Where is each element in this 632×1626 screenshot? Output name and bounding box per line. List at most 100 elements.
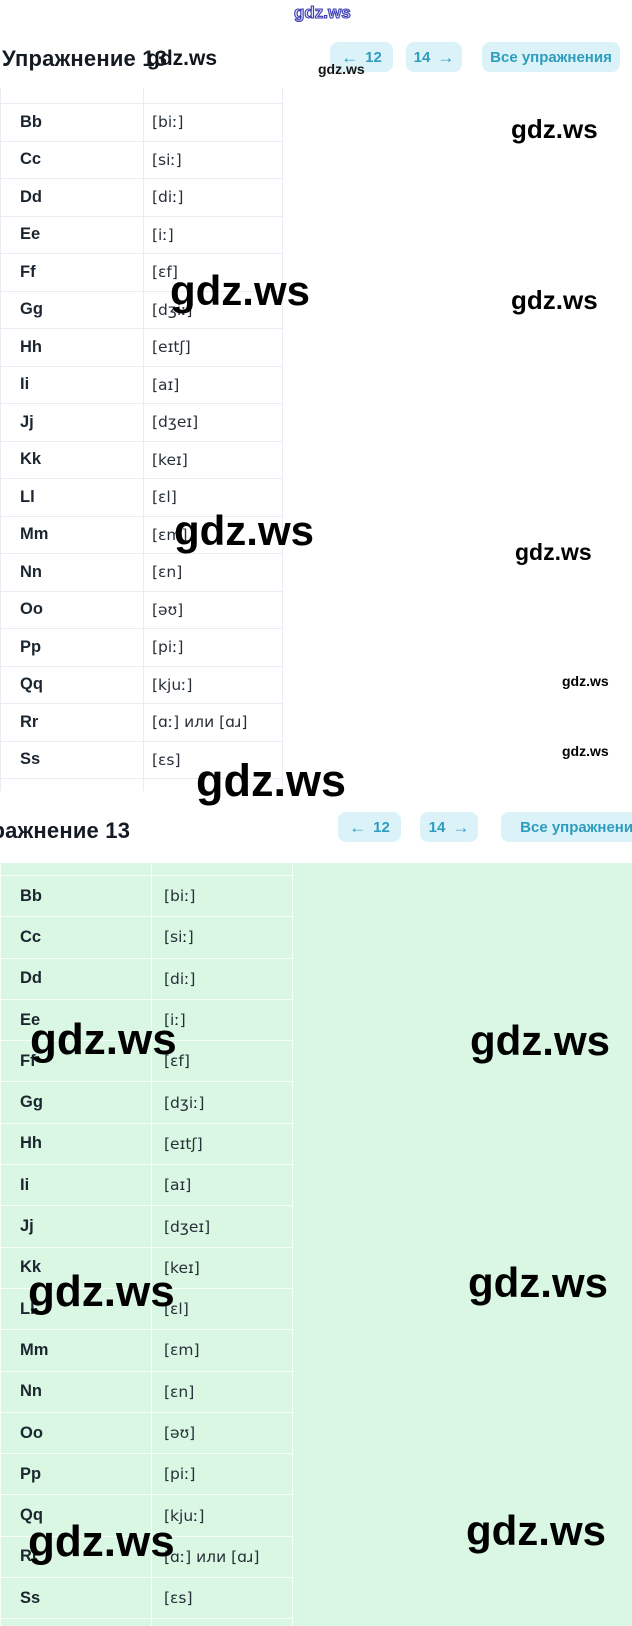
prev-exercise-button[interactable]: ← 12 (338, 812, 401, 842)
transcription-cell: [iː] (151, 999, 292, 1041)
table-row: Kk [keɪ] (1, 1247, 292, 1289)
transcription-cell: [ɛm] (143, 516, 282, 553)
gdz-watermark: gdz.ws (28, 1517, 175, 1566)
table-row: Ff [ɛf] (1, 1041, 292, 1083)
transcription-cell: [ɑː] или [ɑɹ] (143, 704, 282, 741)
left-arrow-icon: ← (349, 817, 367, 837)
transcription-cell: [piː] (151, 1454, 292, 1495)
transcription-cell: [eɪtʃ] (143, 329, 282, 366)
letter-cell: Pp (20, 1464, 42, 1483)
letter-cell: Kk (20, 1258, 42, 1277)
gdz-watermark-outline: gdz.ws (293, 3, 351, 22)
table-row: Hh [eɪtʃ] (1, 1123, 292, 1166)
table-row: Ii [aɪ] (1, 1165, 292, 1207)
letter-cell: Oo (20, 600, 43, 619)
transcription-cell: [ɛf] (151, 1041, 292, 1082)
letter-cell: Ss (20, 750, 41, 769)
gdz-watermark: gdz.ws (562, 743, 609, 759)
transcription-cell: [eɪtʃ] (151, 1123, 292, 1165)
table-row: Dd [diː] (1, 179, 282, 217)
table-row: Qq [kjuː] (1, 1495, 292, 1537)
letter-cell: Ff (20, 262, 36, 281)
next-exercise-number: 14 (413, 48, 431, 66)
letter-cell (1, 1619, 151, 1626)
prev-exercise-button[interactable]: ← 12 (330, 42, 393, 72)
letter-cell: Ee (20, 1010, 41, 1029)
letter-cell: Nn (20, 562, 42, 581)
table-row (1, 863, 292, 876)
gdz-watermark: gdz.ws (147, 47, 218, 70)
transcription-cell: [ɛn] (143, 554, 282, 591)
transcription-cell: [ɛl] (143, 479, 282, 516)
transcription-cell: [dʒeɪ] (151, 1206, 292, 1247)
table-row: Kk [keɪ] (1, 441, 282, 479)
table-row: Mm [ɛm] (1, 1330, 292, 1372)
letter-cell: Ss (20, 1588, 41, 1607)
transcription-cell: [piː] (143, 629, 282, 666)
green-background (0, 863, 632, 1626)
table-row: Ll [ɛl] (1, 1288, 292, 1331)
table-row: Ss [ɛs] (1, 1578, 292, 1620)
transcription-cell: [biː] (151, 876, 292, 917)
alphabet-table-green: Bb [biː] Cc [siː] Dd [diː] Ee [iː] Ff [ɛf] Gg [dʒiː… (0, 863, 293, 1626)
transcription-cell: [ɛl] (151, 1288, 292, 1330)
prev-exercise-number: 12 (365, 48, 382, 66)
letter-cell: Qq (20, 675, 43, 694)
letter-cell: Bb (20, 112, 42, 131)
table-row: Ii [aɪ] (1, 366, 282, 404)
table-row: Pp [piː] (1, 1454, 292, 1496)
table-row: Ff [ɛf] (1, 254, 282, 292)
transcription-cell: [ɑː] или [ɑɹ] (151, 1536, 292, 1578)
transcription-cell: [kjuː] (143, 666, 282, 703)
table-row: Jj [dʒeɪ] (1, 1206, 292, 1248)
transcription-cell: [kjuː] (151, 1495, 292, 1536)
transcription-cell (143, 779, 282, 791)
gdz-watermark: gdz.ws (30, 1015, 177, 1064)
gdz-watermark: gdz.ws (511, 114, 598, 144)
letter-cell: Ee (20, 225, 41, 244)
gdz-watermark: gdz.ws (170, 267, 311, 314)
transcription-cell: [ɛn] (151, 1371, 292, 1412)
table-row: Dd [diː] (1, 958, 292, 1000)
table-row: Gg [dʒiː] (1, 1082, 292, 1124)
letter-cell: Ii (20, 375, 30, 394)
transcription-cell: [diː] (143, 179, 282, 216)
letter-cell: Nn (20, 1382, 42, 1401)
all-exercises-button[interactable]: Все упражнения (482, 42, 620, 72)
transcription-cell: [əʊ] (143, 591, 282, 628)
table-row: Oo [əʊ] (1, 1412, 292, 1455)
table-row: Rr [ɑː] или [ɑɹ] (1, 704, 282, 742)
next-exercise-button[interactable]: 14 → (406, 42, 462, 72)
table-row: Jj [dʒeɪ] (1, 404, 282, 442)
next-exercise-button[interactable]: 14 → (420, 812, 478, 842)
transcription-cell: [ɛs] (151, 1578, 292, 1619)
gdz-watermark: gdz.ws (511, 285, 598, 315)
letter-cell: Cc (20, 927, 42, 946)
table-row: Nn [ɛn] (1, 1371, 292, 1413)
letter-cell: Qq (20, 1506, 43, 1525)
transcription-cell: [iː] (143, 216, 282, 253)
letter-cell: Dd (20, 969, 42, 988)
letter-cell: Gg (20, 300, 43, 319)
letter-cell: Bb (20, 886, 42, 905)
transcription-cell: [siː] (151, 917, 292, 958)
letter-cell (1, 863, 151, 875)
letter-cell: Ii (20, 1175, 30, 1194)
gdz-watermark: gdz.ws (470, 1017, 611, 1064)
right-arrow-icon: → (437, 47, 455, 67)
letter-cell: Mm (20, 525, 49, 544)
letter-cell: Pp (20, 637, 42, 656)
table-row: Cc [siː] (1, 917, 292, 959)
next-exercise-number: 14 (428, 818, 446, 836)
transcription-cell: [keɪ] (151, 1247, 292, 1288)
all-exercises-button[interactable]: Все упражнения (501, 812, 632, 842)
gdz-watermark: gdz.ws (196, 755, 347, 806)
prev-exercise-number: 12 (373, 818, 390, 836)
transcription-cell (151, 1619, 292, 1626)
letter-cell: Jj (20, 1217, 34, 1236)
letter-cell: Cc (20, 150, 42, 169)
page-title: Упражнение 13 (0, 818, 131, 843)
page-title: Упражнение 13 (2, 46, 168, 71)
table-row (1, 1619, 292, 1626)
